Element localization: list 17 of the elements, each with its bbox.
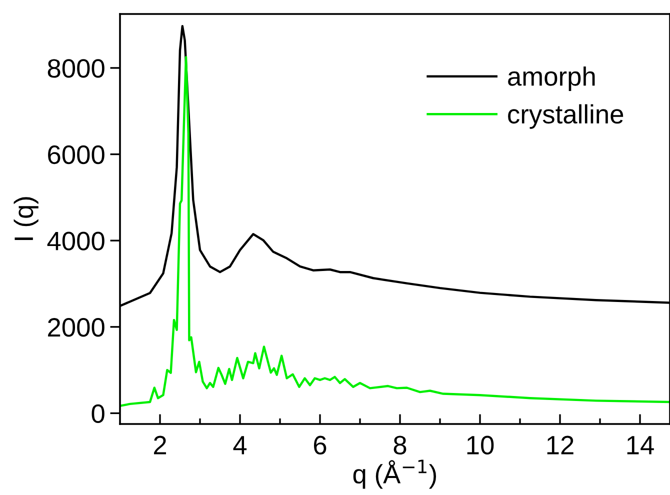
x-tick-label: 8: [394, 436, 406, 454]
legend-label: amorph: [508, 66, 595, 92]
x-tick-label: 6: [314, 436, 326, 454]
y-axis-title: I (q): [14, 197, 38, 240]
legend-label: crystalline: [508, 104, 624, 129]
x-tick-label: 14: [627, 436, 654, 454]
x-tick-label: 12: [547, 436, 574, 454]
y-tick-label: 8000: [48, 59, 104, 78]
x-tick-label: 2: [154, 436, 166, 454]
y-tick-label: 2000: [48, 318, 104, 337]
y-tick-label: 0: [92, 404, 104, 424]
x-tick-label: 10: [467, 436, 494, 454]
x-axis-title: q (Å$^{−1}$): [353, 460, 436, 489]
line-series: [120, 56, 670, 407]
y-tick-label: 6000: [48, 145, 104, 164]
x-tick-label: 4: [233, 436, 247, 454]
y-tick-label: 4000: [47, 232, 104, 250]
